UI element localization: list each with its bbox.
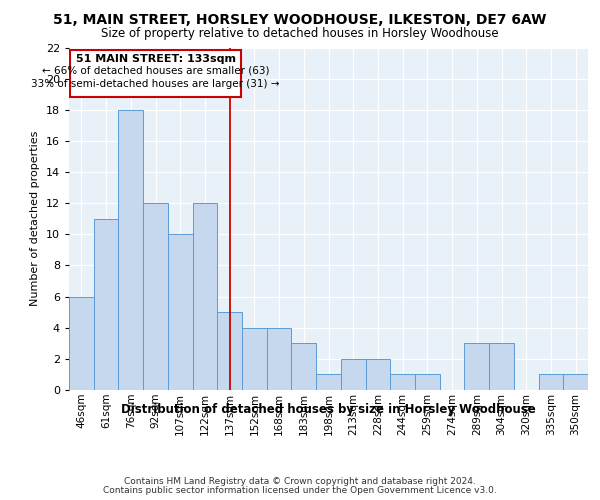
Text: 51 MAIN STREET: 133sqm: 51 MAIN STREET: 133sqm — [76, 54, 235, 64]
Text: Contains public sector information licensed under the Open Government Licence v3: Contains public sector information licen… — [103, 486, 497, 495]
Bar — [94, 219, 118, 390]
Bar — [168, 234, 193, 390]
Text: Distribution of detached houses by size in Horsley Woodhouse: Distribution of detached houses by size … — [121, 402, 536, 415]
Bar — [143, 203, 168, 390]
Bar — [118, 110, 143, 390]
FancyBboxPatch shape — [70, 50, 241, 96]
Bar — [242, 328, 267, 390]
Text: ← 66% of detached houses are smaller (63): ← 66% of detached houses are smaller (63… — [42, 66, 269, 76]
Bar — [341, 359, 365, 390]
Bar — [316, 374, 341, 390]
Bar — [267, 328, 292, 390]
Bar — [539, 374, 563, 390]
Bar — [217, 312, 242, 390]
Y-axis label: Number of detached properties: Number of detached properties — [30, 131, 40, 306]
Text: 51, MAIN STREET, HORSLEY WOODHOUSE, ILKESTON, DE7 6AW: 51, MAIN STREET, HORSLEY WOODHOUSE, ILKE… — [53, 12, 547, 26]
Bar — [464, 344, 489, 390]
Text: 33% of semi-detached houses are larger (31) →: 33% of semi-detached houses are larger (… — [31, 78, 280, 88]
Text: Contains HM Land Registry data © Crown copyright and database right 2024.: Contains HM Land Registry data © Crown c… — [124, 477, 476, 486]
Bar — [69, 296, 94, 390]
Bar — [365, 359, 390, 390]
Text: Size of property relative to detached houses in Horsley Woodhouse: Size of property relative to detached ho… — [101, 28, 499, 40]
Bar — [489, 344, 514, 390]
Bar — [193, 203, 217, 390]
Bar — [563, 374, 588, 390]
Bar — [292, 344, 316, 390]
Bar — [415, 374, 440, 390]
Bar — [390, 374, 415, 390]
